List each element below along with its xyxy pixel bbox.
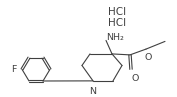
Text: NH₂: NH₂ — [106, 33, 124, 42]
Text: F: F — [12, 65, 17, 74]
Text: N: N — [90, 87, 96, 96]
Text: HCl: HCl — [108, 18, 126, 28]
Text: O: O — [144, 53, 152, 62]
Text: O: O — [132, 74, 139, 83]
Text: HCl: HCl — [108, 7, 126, 17]
